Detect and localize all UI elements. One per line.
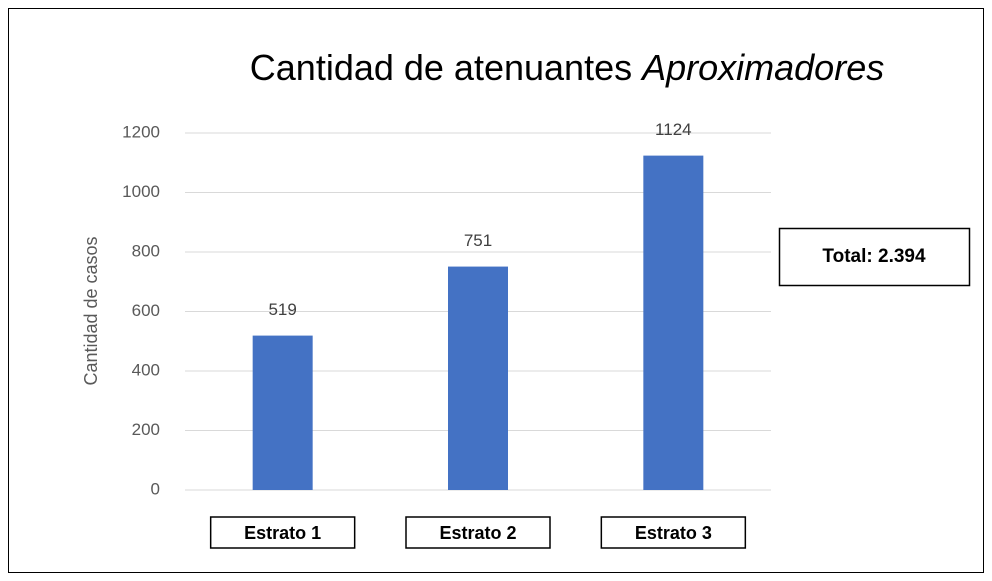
annotation-box [778, 227, 971, 287]
y-tick-label: 800 [132, 241, 160, 260]
y-tick-label: 600 [132, 301, 160, 320]
annotation: Total: 2.394 [822, 246, 926, 267]
value-label: 751 [464, 231, 492, 250]
bar [252, 335, 313, 490]
y-tick-label: 200 [132, 420, 160, 439]
y-tick-label: 1200 [122, 122, 160, 141]
title-main: Cantidad de atenuantes [250, 47, 632, 88]
x-tick-label: Estrato 1 [244, 523, 321, 543]
y-axis-title: Cantidad de casos [81, 236, 101, 385]
y-tick-label: 0 [151, 479, 160, 498]
y-tick-label: 1000 [122, 182, 160, 201]
bar [448, 266, 508, 490]
category-box [209, 516, 356, 549]
category-box [600, 516, 747, 549]
value-label: 519 [268, 300, 296, 319]
chart-title: Cantidad de atenuantes Aproximadores [250, 47, 884, 88]
y-tick-label: 400 [132, 360, 160, 379]
title-emphasis: Aproximadores [640, 47, 884, 88]
bar [643, 155, 704, 491]
category-box [405, 516, 551, 549]
x-tick-label: Estrato 2 [439, 523, 516, 543]
x-tick-label: Estrato 3 [635, 523, 712, 543]
value-label: 1124 [655, 120, 692, 139]
